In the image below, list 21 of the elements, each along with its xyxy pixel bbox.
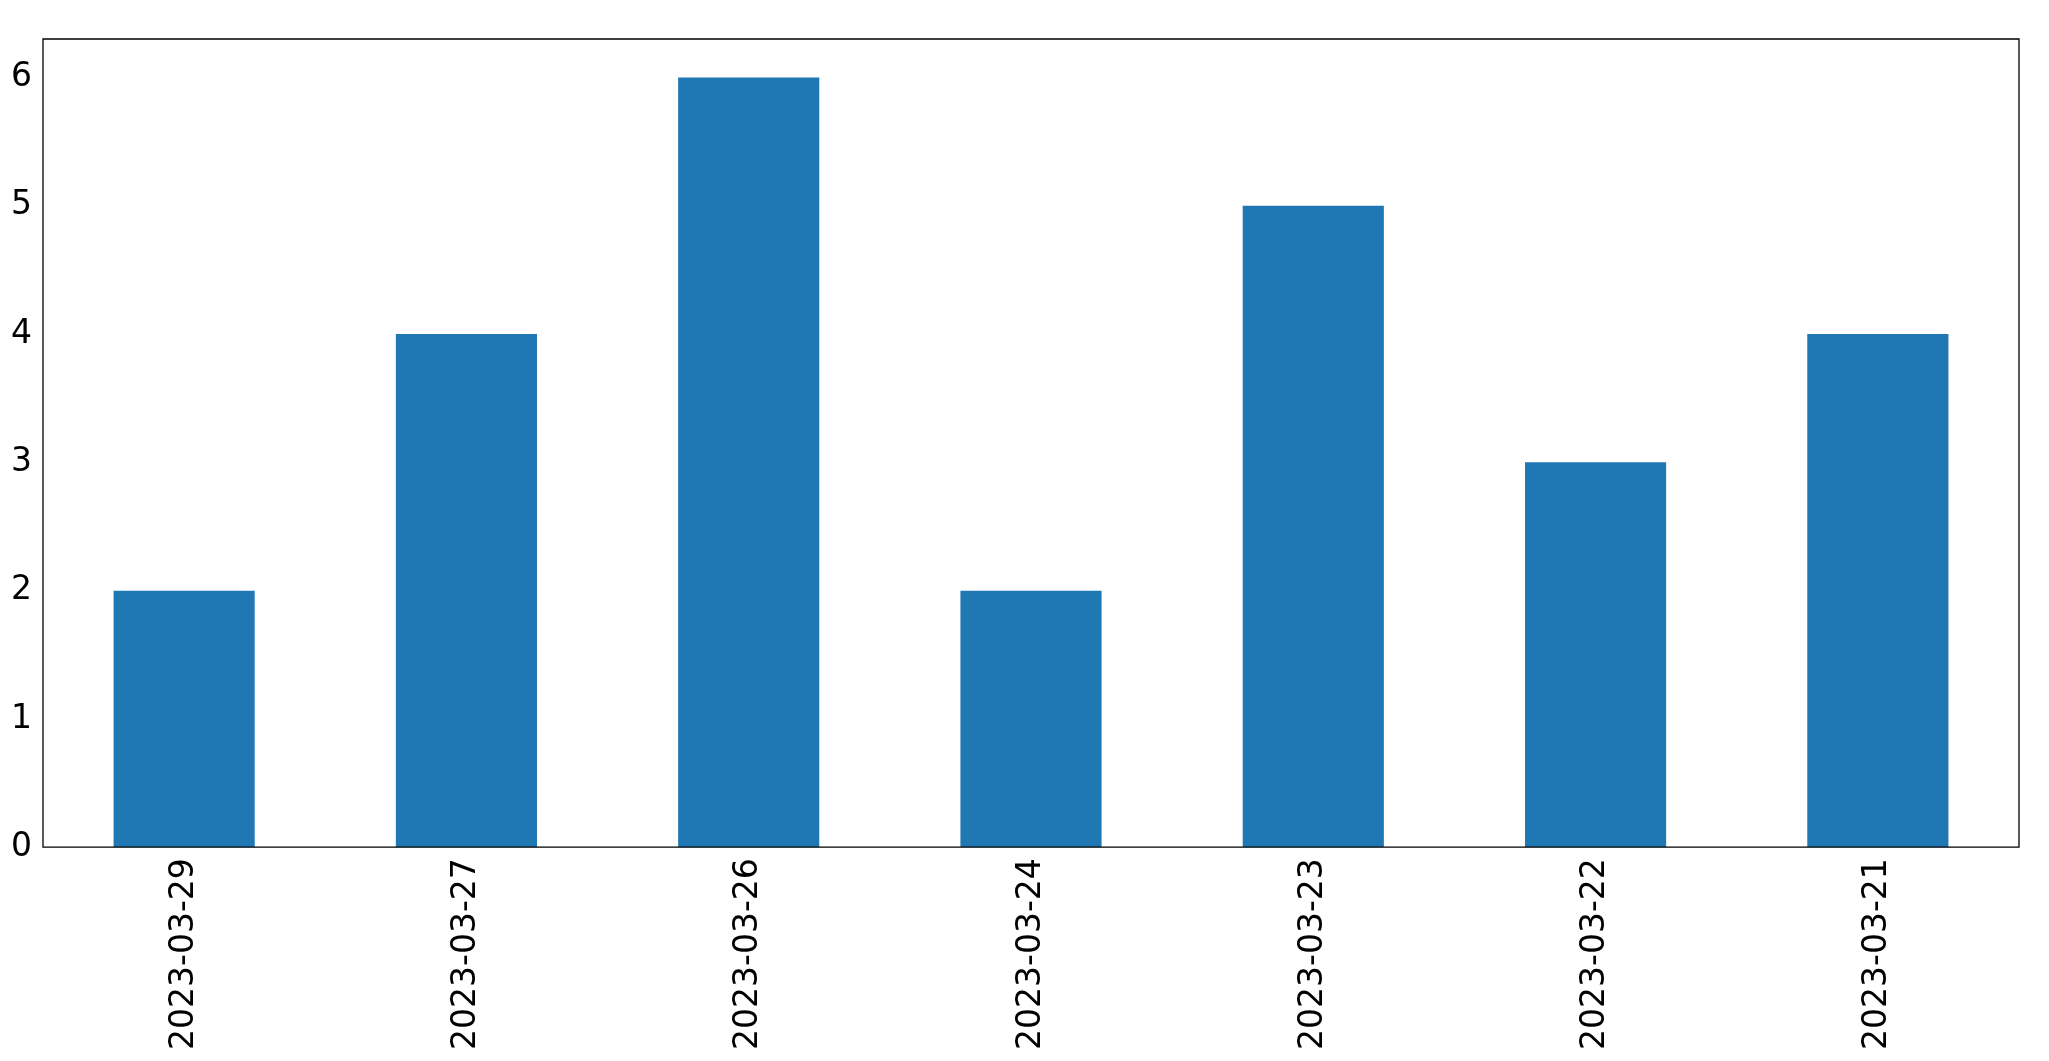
y-tick-label: 1 (11, 696, 32, 736)
bar (113, 590, 255, 848)
x-tick-label: 2023-03-23 (1290, 858, 1330, 1050)
y-tick-label: 0 (11, 824, 32, 864)
y-tick-label: 4 (11, 311, 32, 351)
x-tick-label: 2023-03-21 (1855, 858, 1895, 1050)
x-tick-label: 2023-03-22 (1573, 858, 1613, 1050)
bar (1525, 462, 1667, 848)
x-tick-label: 2023-03-27 (444, 858, 483, 1050)
y-tick-label: 6 (11, 55, 32, 95)
y-tick-label: 2 (11, 568, 32, 608)
bar (1807, 334, 1949, 848)
bar (395, 334, 537, 848)
y-tick-label: 3 (11, 439, 32, 479)
bar (1242, 205, 1384, 848)
bar (960, 590, 1102, 848)
y-tick-label: 5 (11, 183, 32, 223)
bar (678, 77, 820, 848)
x-tick-label: 2023-03-26 (726, 858, 766, 1050)
x-tick-label: 2023-03-29 (161, 858, 201, 1050)
x-tick-label: 2023-03-24 (1008, 858, 1048, 1050)
